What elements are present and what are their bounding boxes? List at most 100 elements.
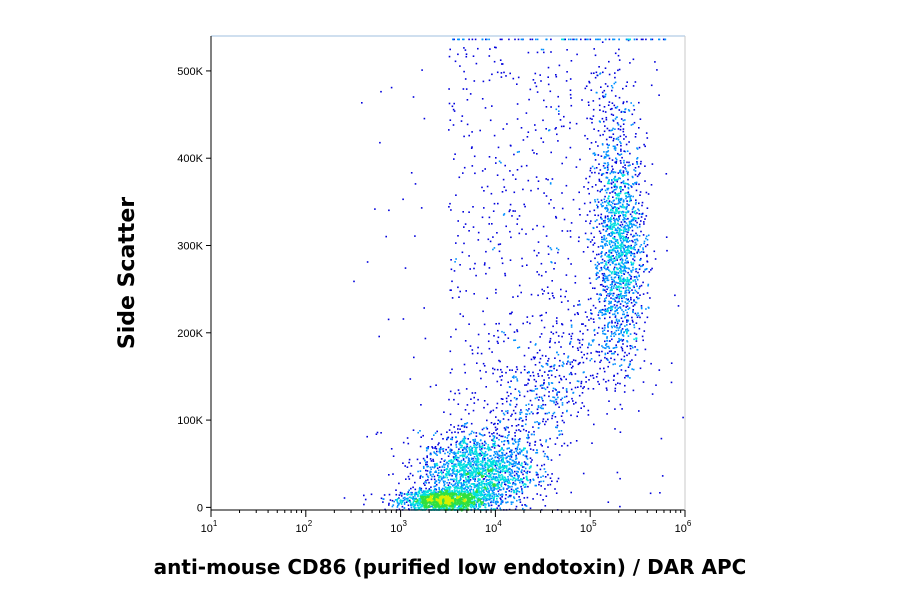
event-dot [424,481,426,483]
event-dot [613,304,616,306]
event-dot [632,266,634,269]
event-dot [450,500,452,502]
event-dot [566,363,568,365]
event-dot [461,498,464,501]
event-dot [643,270,645,273]
event-dot [435,505,438,507]
event-dot [407,504,410,507]
event-dot [492,478,494,480]
event-dot [409,501,412,503]
event-dot [481,497,484,499]
event-dot [606,279,608,282]
event-dot [486,428,489,430]
event-dot [518,499,521,501]
event-dot [636,285,638,287]
event-dot [455,482,457,484]
event-dot [443,463,445,465]
event-dot [570,337,573,340]
event-dot [446,471,449,474]
event-dot [468,412,470,415]
event-dot [601,201,604,204]
event-dot [469,489,471,491]
event-dot [544,423,546,426]
event-dot [466,445,468,448]
event-dot [467,500,469,502]
event-dot [410,487,412,490]
event-dot [624,119,626,121]
event-dot [526,450,528,452]
event-dot [472,491,475,493]
event-dot [594,334,596,336]
event-dot [445,489,447,491]
event-dot [491,482,493,484]
event-dot [554,376,557,378]
event-dot [504,483,506,485]
event-dot [507,469,509,472]
event-dot [619,267,622,270]
event-dot [631,319,634,322]
event-dot [478,494,480,497]
event-dot [437,491,439,493]
event-dot [483,485,486,487]
event-dot [444,505,446,507]
event-dot [614,276,617,278]
event-dot [480,481,482,484]
event-dot [582,387,584,390]
event-dot [556,437,559,439]
event-dot [499,476,501,479]
event-dot [455,454,457,457]
event-dot [616,320,619,323]
event-dot [499,470,502,472]
event-dot [569,340,572,343]
event-dot [456,497,458,499]
event-dot [624,167,626,169]
event-dot [466,501,469,503]
event-dot [569,341,571,344]
event-dot [437,443,439,446]
event-dot [439,461,442,463]
event-dot [499,464,501,466]
event-dot [520,411,523,414]
event-dot [465,505,467,507]
event-dot [620,270,623,272]
event-dot [544,453,546,455]
event-dot [422,434,424,437]
event-dot [610,235,612,237]
event-dot [597,380,599,383]
event-dot [417,495,419,498]
event-dot [489,435,491,438]
event-dot [475,493,478,496]
event-dot [504,480,507,483]
event-dot [454,487,456,490]
event-dot [544,505,547,507]
event-dot [496,476,498,479]
event-dot [433,466,435,469]
event-dot [605,191,608,194]
event-dot [627,261,629,264]
event-dot [543,463,546,466]
event-dot [425,503,428,505]
event-dot [497,490,500,493]
event-dot [473,486,476,489]
event-dot [627,375,629,378]
event-dot [605,263,607,265]
event-dot [452,468,454,471]
event-dot [449,459,452,462]
event-dot [423,502,425,505]
event-dot [623,313,625,316]
event-dot [616,301,619,304]
event-dot [605,297,607,299]
event-dot [483,406,485,409]
event-dot [616,186,618,189]
event-dot [434,482,436,484]
event-dot [390,448,393,450]
event-dot [475,503,477,506]
event-dot [464,460,466,463]
event-dot [435,493,438,495]
event-dot [532,356,535,358]
event-dot [611,308,613,311]
event-dot [595,274,598,277]
event-dot [437,479,440,481]
event-dot [554,416,557,418]
event-dot [488,489,490,492]
